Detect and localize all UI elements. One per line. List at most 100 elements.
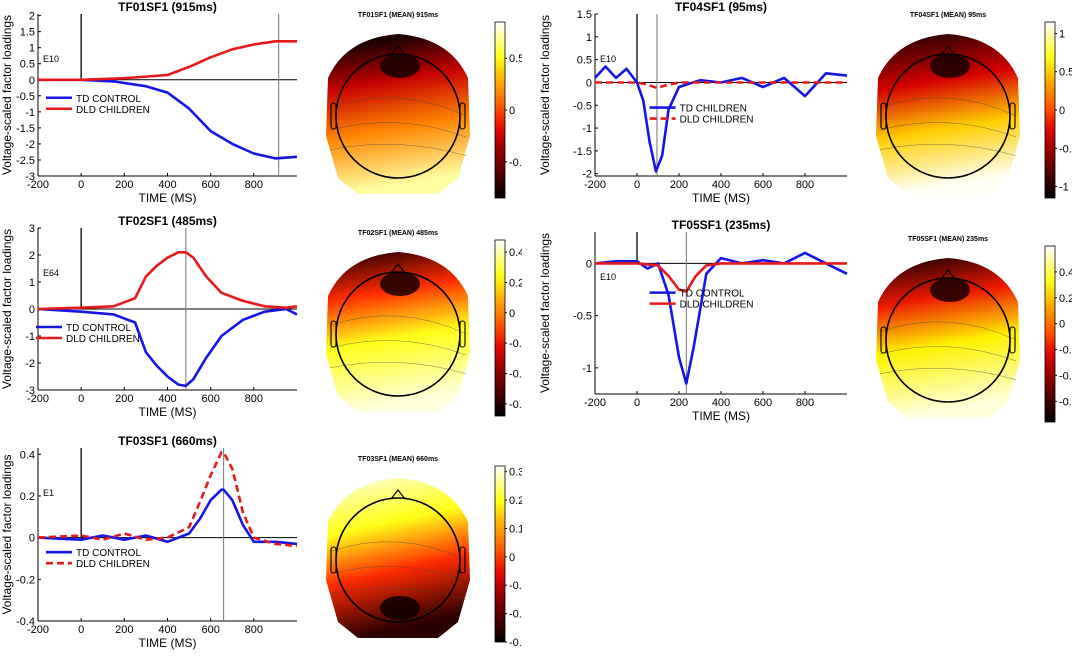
right-ear-outline [1009,326,1016,354]
chart-tf04: TF04SF1 (95ms) -200 0 200 400 600 800 -2 -1.5 -1 -… [538,0,848,205]
x-tick-label: 0 [634,179,640,191]
topomap-field [326,34,470,194]
y-axis-label: Voltage-scaled factor loadings [538,233,552,393]
x-tick-label: 400 [158,624,176,636]
x-axis-label: TIME (MS) [692,191,750,205]
topomap-title: TF05SF1 (MEAN) 235ms [908,236,988,243]
colorbar [1044,245,1056,423]
legend-label: DLD CHILDREN [76,559,150,570]
x-tick-label: 400 [158,179,176,191]
x-tick-label: 200 [670,179,688,191]
colorbar-tick-label: 0.2 [509,495,522,507]
series-line-dld [595,81,847,90]
y-tick-label: -2 [25,139,35,151]
x-tick-label: -200 [584,397,606,409]
x-tick-label: 200 [115,393,133,405]
y-axis-label: Voltage-scaled factor loadings [0,454,14,614]
colorbar [494,465,506,643]
topomap-title: TF01SF1 (MEAN) 915ms [358,12,438,19]
y-tick-label: -0.4 [16,616,35,628]
y-tick-label: -1 [582,123,592,135]
y-tick-label: -2 [582,169,592,181]
contour-line [329,315,467,334]
electrode-label: E1 [43,488,54,498]
topomap-panel-tf01: TF01SF1 (MEAN) 915ms 0.5 0 -0.5 [312,8,528,213]
topomap-field [876,34,1020,194]
x-tick-label: 800 [245,393,263,405]
colorbar-tick-label: 0.2 [509,277,522,289]
electrode-label: E64 [43,268,59,278]
y-tick-label: 0.2 [20,491,35,503]
legend-label: DLD CHILDREN [680,300,754,311]
y-tick-label: 1.5 [577,9,592,21]
colorbar-tick-label: -0.6 [509,399,522,411]
left-ear-outline [330,320,337,348]
legend-label: DLD CHILDREN [66,334,140,345]
left-ear-outline [880,102,887,130]
series-line-td [38,78,298,160]
nose-outline [940,269,956,280]
x-tick-label: 800 [796,397,814,409]
topomap-field [326,252,470,412]
chart-title: TF04SF1 (95ms) [675,0,767,14]
colorbar-tick-label: -1 [1059,182,1069,194]
x-axis-label: TIME (MS) [139,191,197,205]
colorbar-tick-label: -0.4 [1059,370,1072,382]
colorbar-tick-label: 0.4 [1059,267,1072,279]
y-tick-label: 3 [29,223,35,235]
x-tick-label: 200 [115,624,133,636]
topomap-extremum [930,278,970,302]
colorbar-tick-label: 0 [1059,319,1065,331]
y-tick-label: -0.2 [16,574,35,586]
legend-label: DLD CHILDREN [76,105,150,116]
x-tick-label: 0 [78,393,84,405]
x-tick-label: 800 [245,624,263,636]
contour-line [879,321,1017,340]
left-ear-outline [330,102,337,130]
x-tick-label: -200 [584,179,606,191]
chart-panel-tf05: TF05SF1 (235ms) -200 0 200 400 600 800 -1 -0.5 0 T… [535,218,855,429]
y-tick-label: -3 [25,171,35,183]
x-tick-label: 200 [115,179,133,191]
x-tick-label: 0 [634,397,640,409]
x-tick-label: 0 [78,179,84,191]
y-axis-label: Voltage-scaled factor loadings [0,229,14,389]
chart-panel-tf03: TF03SF1 (660ms) -200 0 200 400 600 800 -0.4 -0.2… [0,434,305,656]
right-ear-outline [459,102,466,130]
nose-outline [940,45,956,56]
contour-line [329,97,467,116]
y-tick-label: -3 [25,385,35,397]
topomap-panel-tf03: TF03SF1 (MEAN) 660ms 0.3 0.2 0.1 0 -0.1 -0.2 -0… [312,452,528,652]
x-tick-label: 800 [245,179,263,191]
series-line-dld [595,262,847,293]
x-tick-label: 400 [712,179,730,191]
y-tick-label: 0.5 [20,59,35,71]
y-tick-label: 1 [29,277,35,289]
contour-line [329,541,467,560]
x-tick-label: 400 [158,393,176,405]
colorbar-tick-label: 0.2 [1059,293,1072,305]
chart-panel-tf04: TF04SF1 (95ms) -200 0 200 400 600 800 -2 -1.5 -1 -… [535,0,855,211]
left-ear-outline [330,546,337,574]
topomap-tf01: TF01SF1 (MEAN) 915ms 0.5 0 -0.5 [326,12,528,199]
electrode-label: E10 [600,272,616,282]
y-tick-label: -1.5 [573,146,592,158]
colorbar-tick-label: -0.2 [509,338,522,350]
x-tick-label: -200 [27,393,49,405]
colorbar-tick-label: -0.6 [1059,396,1072,408]
y-tick-label: -0.5 [16,91,35,103]
colorbar-tick-label: 0.4 [509,247,522,259]
y-tick-label: -2 [25,358,35,370]
topomap-tf02: TF02SF1 (MEAN) 485ms 0.4 0.2 0 -0.2 -0.4 -0.6 [326,230,528,417]
colorbar-tick-label: 0 [509,105,515,117]
nose-outline [390,489,406,500]
chart-title: TF05SF1 (235ms) [672,218,771,232]
colorbar-tick-label: -0.3 [509,637,522,647]
electrode-label: E10 [600,54,616,64]
colorbar-tick-label: 0 [1059,105,1065,117]
chart-tf01: TF01SF1 (915ms) -200 0 200 400 600 800 -3 -2.5 -2… [0,0,298,205]
chart-tf05: TF05SF1 (235ms) -200 0 200 400 600 800 -1 -0.5 0 T… [538,218,848,423]
y-tick-label: -1 [582,363,592,375]
right-ear-outline [459,320,466,348]
topomap-extremum [380,596,420,620]
